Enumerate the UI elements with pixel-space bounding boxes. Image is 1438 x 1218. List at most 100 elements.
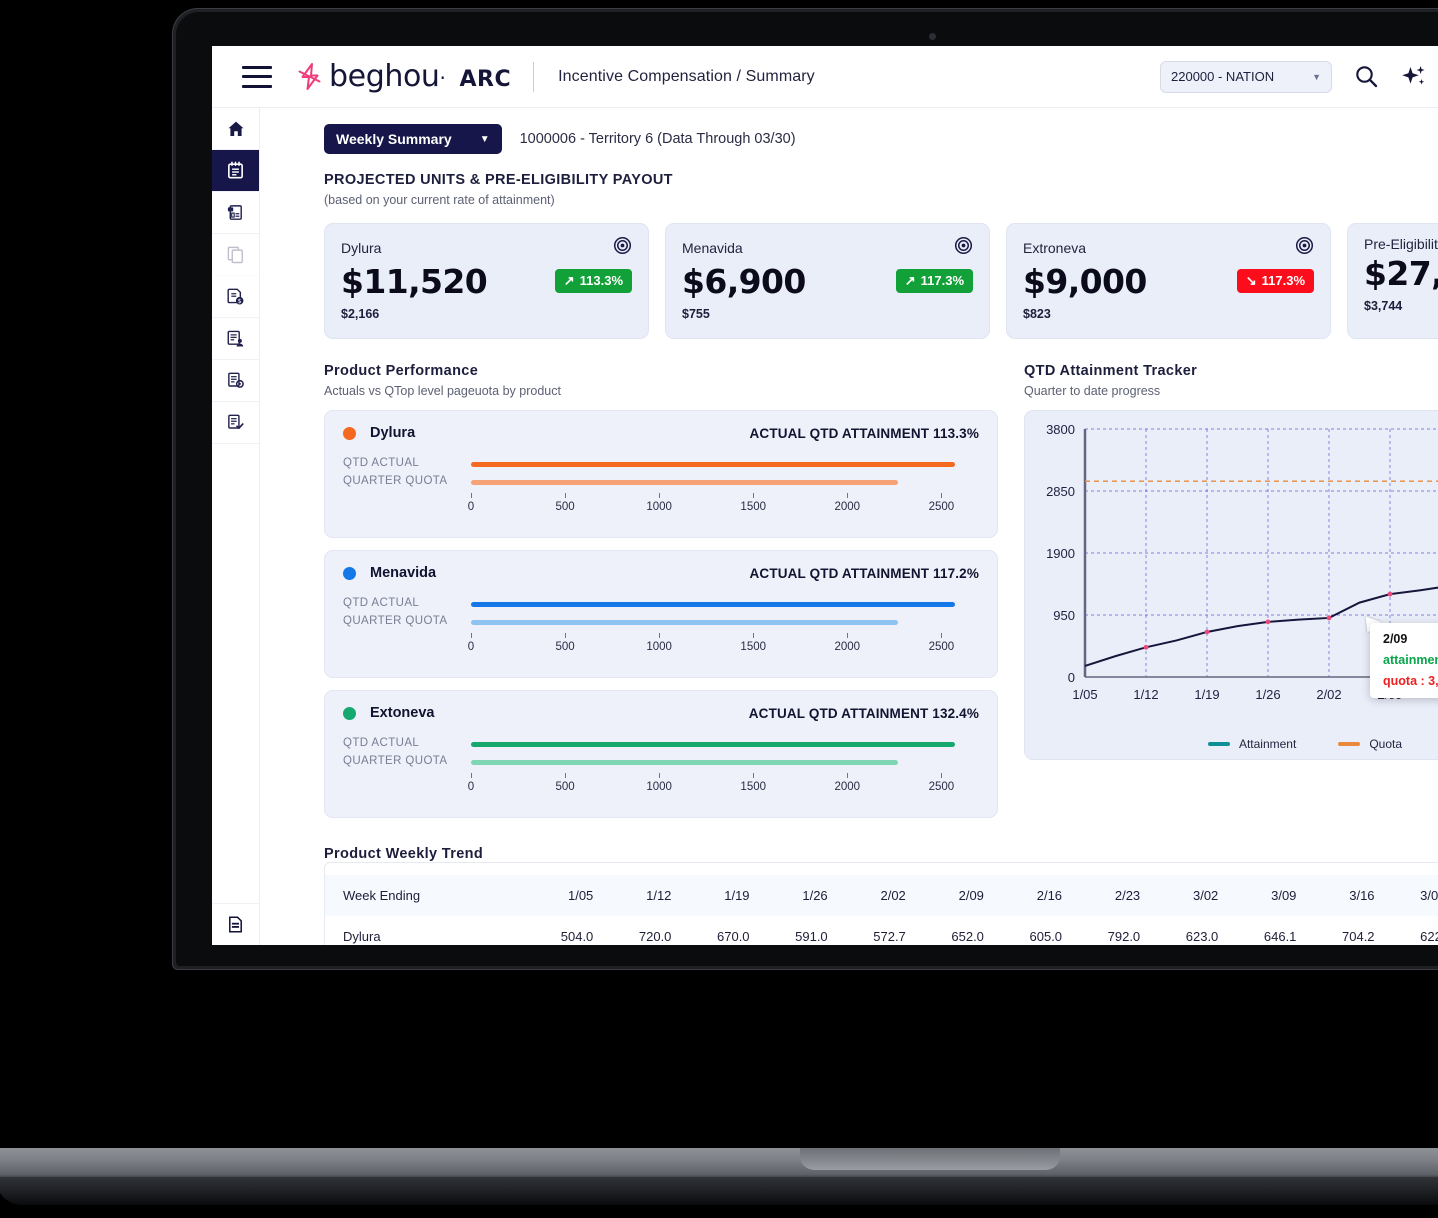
ai-sparkles-icon[interactable]	[1401, 63, 1428, 90]
axis-tick: 1000	[646, 633, 672, 653]
axis-tick: 2500	[929, 773, 954, 793]
target-icon	[1295, 236, 1314, 255]
actual-label: QTD ACTUAL	[343, 457, 420, 469]
legend-item[interactable]: Quota	[1338, 737, 1402, 751]
sidebar-item-docs[interactable]	[212, 903, 259, 945]
product-color-dot	[343, 706, 356, 720]
app-topbar: beghou· ARC Incentive Compensation / Summ…	[212, 46, 1438, 108]
kpi-product-name: Menavida	[682, 240, 743, 256]
brand-name: beghou	[329, 59, 440, 94]
table-column-header: 2/09	[958, 888, 984, 903]
search-icon[interactable]	[1354, 64, 1379, 89]
sidebar-item-settings[interactable]	[212, 360, 259, 402]
weekly-summary-select[interactable]: Weekly Summary ▼	[324, 124, 502, 154]
actual-bar-track	[471, 735, 979, 753]
kpi-value: $27,420	[1364, 254, 1438, 293]
product-attainment: ACTUAL QTD ATTAINMENT 132.4%	[748, 705, 979, 721]
badge-arrow-icon: ↗	[904, 272, 916, 288]
axis-tick-label: 2000	[834, 501, 861, 513]
product-header: Dylura ACTUAL QTD ATTAINMENT 113.3%	[343, 425, 979, 441]
projected-subtitle: (based on your current rate of attainmen…	[324, 193, 555, 207]
sidebar-item-reports[interactable]	[212, 192, 259, 234]
axis-tick: 1500	[740, 773, 766, 793]
product-header: Menavida ACTUAL QTD ATTAINMENT 117.2%	[343, 565, 979, 581]
kpi-target-icon-wrap	[613, 236, 632, 260]
product-performance-card: Menavida ACTUAL QTD ATTAINMENT 117.2% QT…	[324, 550, 998, 678]
badge-arrow-icon: ↘	[1245, 272, 1257, 288]
main-content: Weekly Summary ▼ 1000006 - Territory 6 (…	[260, 108, 1438, 945]
product-name: Menavida	[370, 565, 437, 581]
sidebar-item-payouts[interactable]: $	[212, 276, 259, 318]
table-cell: 652.0	[951, 929, 984, 944]
kpi-value: $11,520	[341, 262, 488, 301]
x-axis-tick-label: 2/02	[1316, 687, 1341, 702]
product-bars: QTD ACTUAL QUARTER QUOTA 0 500 1000 1500 200…	[343, 595, 979, 661]
projected-title: PROJECTED UNITS & PRE-ELIGIBILITY PAYOUT	[324, 172, 673, 188]
nation-select[interactable]: 220000 - NATION ▼	[1160, 60, 1332, 93]
bar-axis: 0 500 1000 1500 2000 2500	[468, 773, 979, 801]
webcam-dot	[929, 33, 936, 40]
target-icon	[954, 236, 973, 255]
product-attainment: ACTUAL QTD ATTAINMENT 117.2%	[749, 565, 979, 581]
axis-tick-label: 1000	[646, 781, 672, 793]
document-gear-icon	[228, 372, 244, 388]
quota-bar-track	[471, 753, 979, 771]
y-axis-tick-label: 1900	[1046, 546, 1075, 561]
sidebar-item-summary[interactable]	[212, 150, 259, 192]
kpi-card[interactable]: Dylura $11,520 ↗ 113.3% $2,166	[324, 223, 649, 339]
kpi-secondary-value: $3,744	[1364, 299, 1403, 313]
axis-tick-label: 2500	[928, 641, 955, 653]
actual-bar-track	[471, 595, 979, 613]
kpi-card[interactable]: Extroneva $9,000 ↘ 117.3% $823	[1006, 223, 1331, 339]
kpi-card[interactable]: Menavida $6,900 ↗ 117.3% $755	[665, 223, 990, 339]
panels-row: Product Performance Actuals vs QTop leve…	[260, 339, 1438, 818]
filter-bar: Weekly Summary ▼ 1000006 - Territory 6 (…	[260, 108, 1438, 166]
axis-tick: 2500	[929, 633, 954, 653]
sidebar-item-approvals[interactable]	[212, 402, 259, 444]
qtd-chart: 0 950 1900 2850 3800 1/05 1/12 1/19 1/26 2/02 2/09…	[1024, 410, 1438, 760]
table-column-header: 1/05	[567, 888, 594, 903]
table-column-header: 3/16	[1349, 888, 1375, 903]
badge-arrow-icon: ↗	[563, 272, 575, 288]
axis-tick-label: 1000	[646, 641, 672, 653]
quota-label: QUARTER QUOTA	[343, 615, 448, 627]
home-icon	[228, 121, 243, 136]
y-axis-tick-label: 0	[1068, 670, 1075, 685]
data-point-marker	[1143, 644, 1149, 650]
kpi-change-badge: ↘ 117.3%	[1236, 268, 1314, 293]
quota-bar-track	[471, 613, 979, 631]
legend-item[interactable]: Attainment	[1207, 737, 1296, 751]
nation-select-value: 220000 - NATION	[1171, 69, 1275, 84]
kpi-card[interactable]: Pre-Eligibility Payout $27,420 $3,744	[1347, 223, 1438, 339]
actual-bar	[471, 461, 955, 467]
projected-header: PROJECTED UNITS & PRE-ELIGIBILITY PAYOUT…	[260, 166, 1438, 207]
table-body: Dylura 504.0 720.0 670.0 591.0 572.7 652.0 605.…	[325, 916, 1438, 945]
axis-tick-label: 2500	[928, 501, 955, 513]
table-cell: 720.0	[638, 929, 672, 944]
brand-product: ARC	[459, 67, 512, 92]
sidebar-item-roster[interactable]	[212, 318, 259, 360]
table-column-header: 1/19	[724, 888, 750, 903]
bar-area: 0 500 1000 1500 2000 2500	[468, 455, 979, 521]
data-point-marker	[1204, 629, 1210, 635]
actual-bar-track	[471, 455, 979, 473]
table-row-label: Dylura	[343, 929, 381, 944]
data-point-marker	[1265, 619, 1271, 625]
bar-area: 0 500 1000 1500 2000 2500	[468, 595, 979, 661]
kpi-main: $11,520 ↗ 113.3%	[341, 260, 632, 301]
axis-tick-label: 500	[555, 501, 575, 513]
sidebar-item-home[interactable]	[212, 108, 259, 150]
quota-label: QUARTER QUOTA	[343, 755, 448, 767]
axis-tick: 1000	[646, 493, 672, 513]
tooltip-quota: quota : 3,142	[1383, 674, 1438, 688]
chevron-down-icon: ▼	[1312, 71, 1321, 82]
axis-tick: 0	[468, 493, 474, 513]
x-axis-tick-label: 1/12	[1133, 687, 1158, 702]
menu-icon[interactable]	[242, 65, 272, 88]
table-cell: 504.0	[560, 929, 594, 944]
document-dollar-icon: $	[227, 288, 244, 305]
product-name: Dylura	[370, 425, 416, 441]
product-color-dot	[343, 426, 356, 440]
sidebar-item-documents[interactable]	[212, 234, 259, 276]
tooltip-date: 2/09	[1383, 632, 1408, 646]
